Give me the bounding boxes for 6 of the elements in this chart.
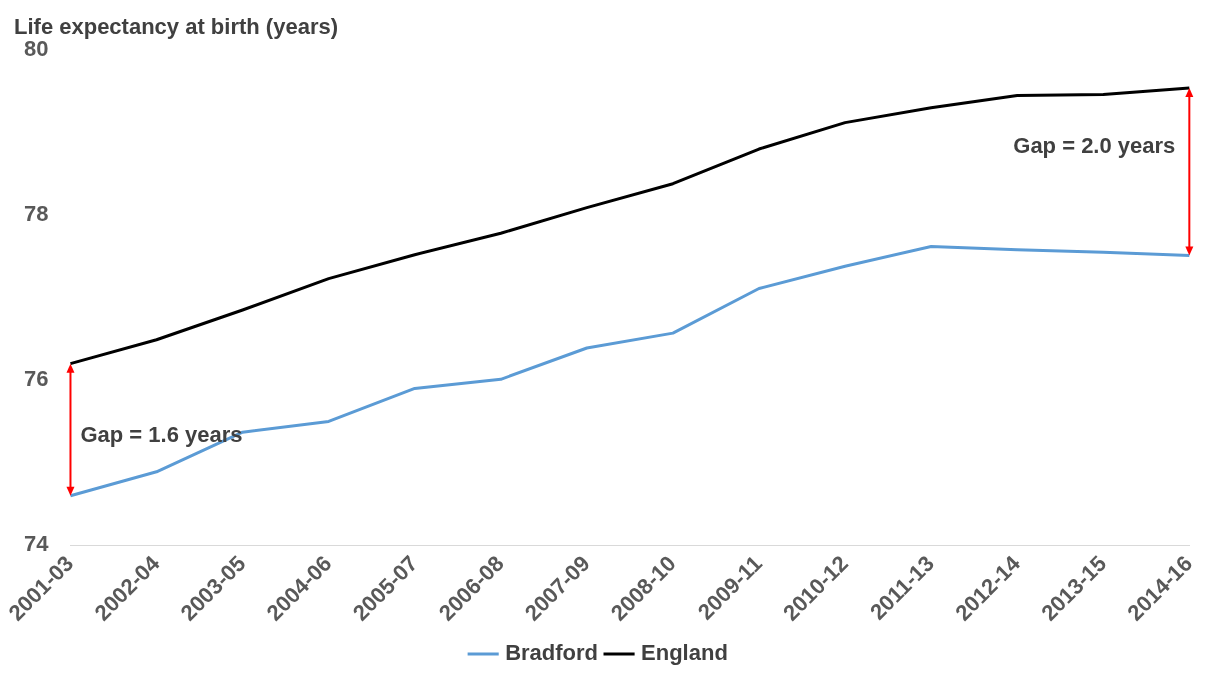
legend-label: Bradford <box>505 640 599 666</box>
annotation: Gap = 2.0 years <box>1013 132 1176 158</box>
y-tick-label: 74 <box>23 531 50 557</box>
legend-label: England <box>641 640 728 666</box>
y-tick-label: 76 <box>23 366 49 392</box>
y-tick-label: 78 <box>23 201 49 227</box>
